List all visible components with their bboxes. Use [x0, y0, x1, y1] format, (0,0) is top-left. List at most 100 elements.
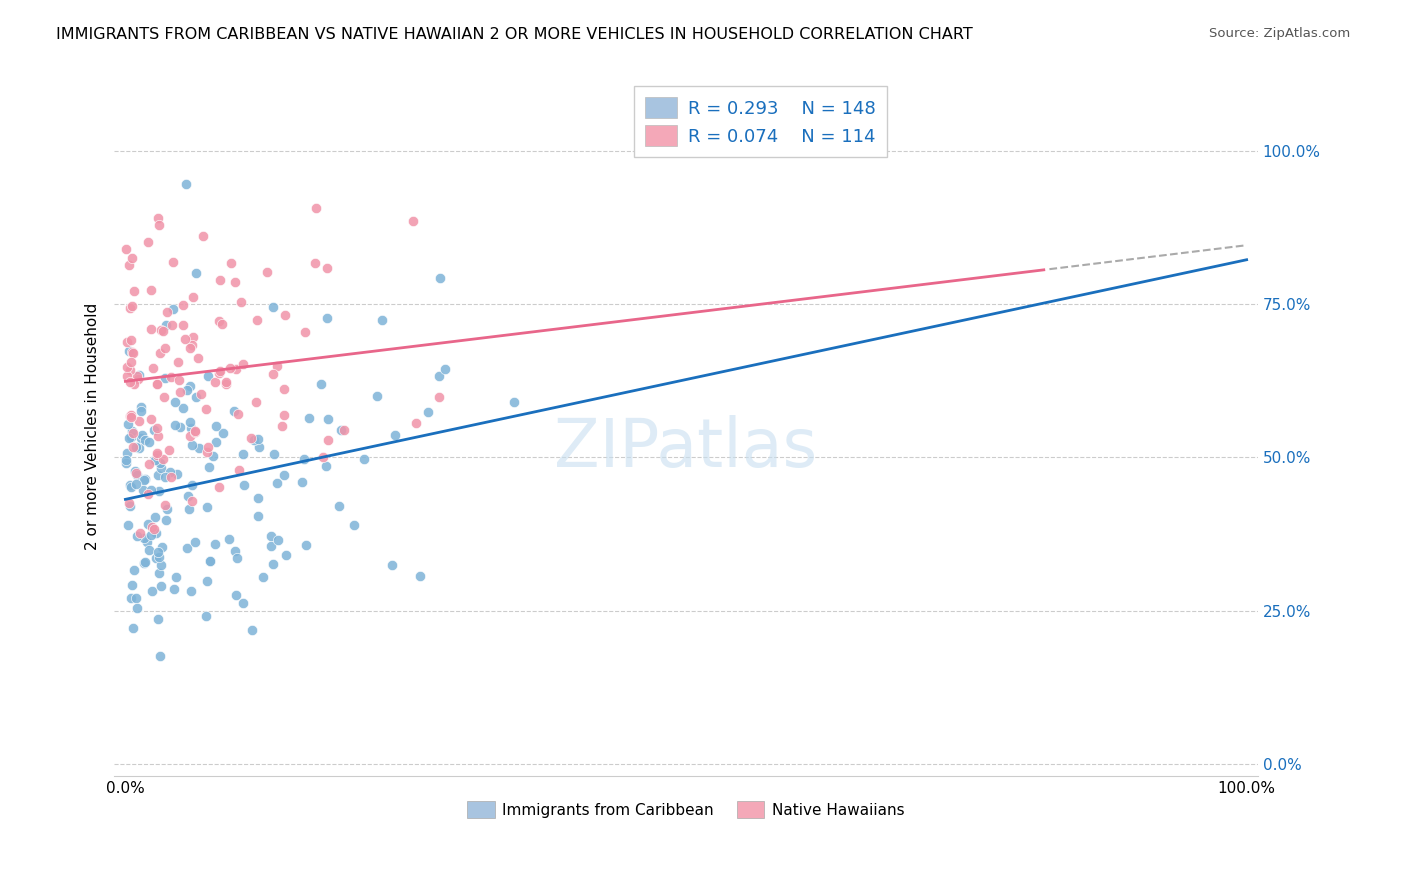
Point [141, 519, 163, 533]
Point [115, 334, 138, 349]
Point [211, 426, 233, 441]
Point [162, 301, 184, 316]
Point [115, 242, 138, 256]
Point [211, 318, 233, 332]
Point [239, 431, 262, 445]
Point [427, 390, 450, 404]
Point [150, 558, 173, 573]
Point [149, 456, 172, 470]
Point [194, 401, 217, 416]
Point [148, 211, 170, 225]
Point [129, 526, 152, 541]
Point [343, 518, 366, 533]
Point [219, 255, 242, 269]
Point [232, 478, 254, 492]
Point [141, 584, 163, 599]
Point [132, 473, 155, 487]
Point [165, 417, 187, 432]
Legend: Immigrants from Caribbean, Native Hawaiians: Immigrants from Caribbean, Native Hawaii… [461, 795, 911, 824]
Point [121, 251, 143, 265]
Point [121, 426, 143, 441]
Point [246, 312, 269, 326]
Point [121, 299, 143, 313]
Point [181, 329, 204, 343]
Point [155, 499, 177, 513]
Point [127, 371, 149, 385]
Point [117, 518, 139, 533]
Point [125, 601, 148, 615]
Point [150, 540, 173, 554]
Point [121, 621, 143, 635]
Point [165, 395, 187, 409]
Point [121, 424, 143, 438]
Point [120, 409, 142, 424]
Point [208, 479, 231, 493]
Point [167, 355, 190, 369]
Point [197, 368, 219, 383]
Point [128, 414, 150, 428]
Point [256, 265, 278, 279]
Point [143, 522, 166, 536]
Point [226, 550, 249, 565]
Point [120, 409, 142, 423]
Point [143, 510, 166, 524]
Point [125, 529, 148, 543]
Point [273, 408, 295, 422]
Point [176, 177, 198, 191]
Point [152, 324, 174, 338]
Point [139, 483, 162, 497]
Point [136, 516, 159, 531]
Point [155, 513, 177, 527]
Point [141, 528, 163, 542]
Point [118, 478, 141, 492]
Point [273, 468, 295, 483]
Point [401, 213, 423, 227]
Point [429, 270, 451, 285]
Point [145, 526, 167, 541]
Point [173, 332, 195, 346]
Text: ZIPatlas: ZIPatlas [554, 415, 818, 481]
Point [405, 417, 427, 431]
Point [120, 429, 142, 443]
Point [294, 325, 316, 339]
Text: Source: ZipAtlas.com: Source: ZipAtlas.com [1209, 27, 1350, 40]
Point [148, 218, 170, 232]
Point [146, 468, 169, 483]
Point [118, 496, 141, 510]
Point [416, 405, 439, 419]
Point [184, 424, 207, 438]
Point [128, 442, 150, 456]
Point [125, 468, 148, 483]
Point [127, 369, 149, 384]
Point [156, 305, 179, 319]
Point [180, 338, 202, 352]
Point [149, 345, 172, 359]
Point [181, 493, 204, 508]
Point [172, 401, 194, 415]
Point [197, 440, 219, 454]
Point [198, 554, 221, 568]
Point [153, 341, 176, 355]
Point [267, 533, 290, 548]
Point [152, 390, 174, 404]
Point [128, 368, 150, 382]
Point [246, 508, 269, 523]
Point [190, 387, 212, 401]
Point [333, 423, 356, 437]
Point [252, 570, 274, 584]
Point [121, 346, 143, 360]
Point [312, 450, 335, 465]
Point [201, 449, 224, 463]
Point [118, 499, 141, 513]
Point [204, 536, 226, 550]
Point [176, 383, 198, 397]
Point [138, 435, 160, 450]
Point [142, 360, 165, 375]
Point [195, 574, 218, 588]
Point [180, 438, 202, 452]
Point [148, 549, 170, 564]
Point [117, 258, 139, 272]
Point [125, 591, 148, 605]
Point [134, 434, 156, 448]
Point [273, 382, 295, 396]
